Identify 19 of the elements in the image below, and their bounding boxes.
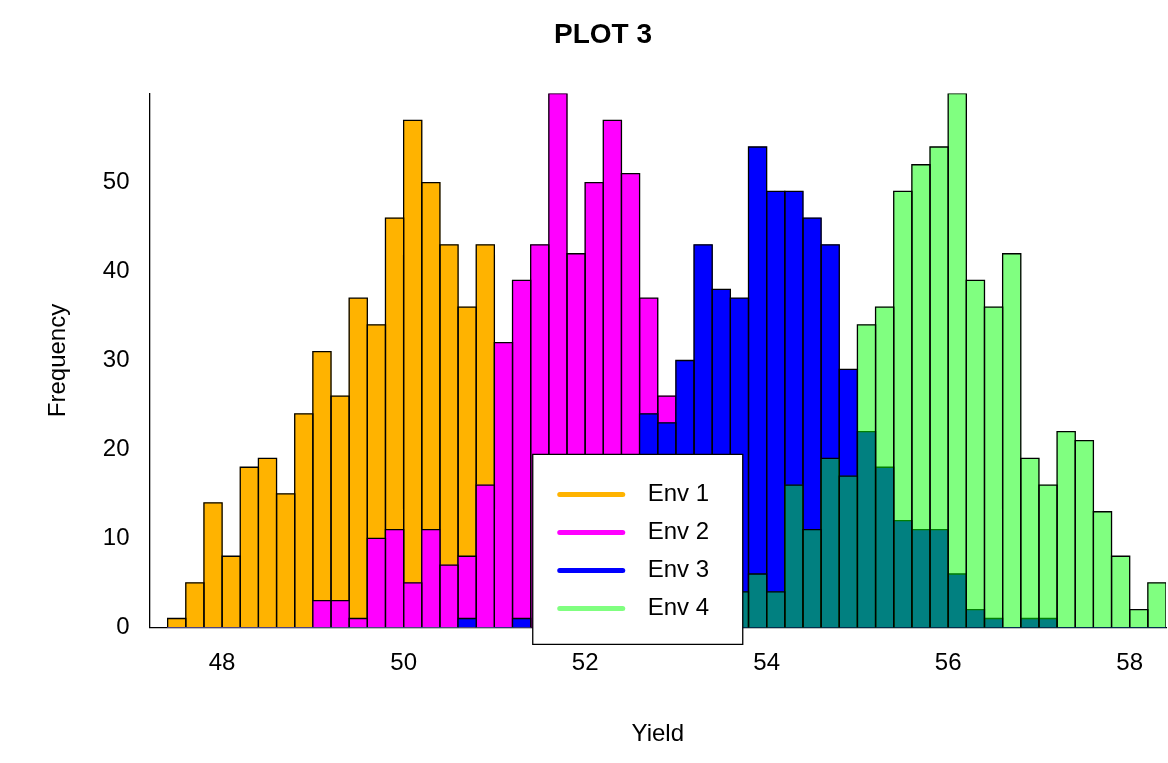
x-tick-label: 58: [1116, 648, 1144, 676]
x-tick-label: 52: [571, 648, 599, 676]
y-tick-label: 10: [102, 523, 130, 551]
legend-label: Env 2: [647, 517, 710, 545]
y-tick-label: 20: [102, 434, 130, 462]
x-tick-label: 56: [934, 648, 962, 676]
y-axis-title: Frequency: [43, 303, 71, 418]
x-tick-label: 50: [390, 648, 417, 676]
legend-label: Env 1: [647, 479, 710, 507]
x-tick-label: 48: [208, 648, 236, 676]
y-tick-label: 40: [102, 256, 130, 284]
y-tick-label: 0: [116, 612, 130, 640]
x-axis-title: Yield: [631, 719, 684, 747]
legend-label: Env 3: [647, 555, 710, 583]
legend-label: Env 4: [647, 593, 710, 621]
y-tick-label: 30: [102, 345, 130, 373]
chart-title: PLOT 3: [553, 17, 653, 49]
x-tick-label: 54: [753, 648, 781, 676]
y-tick-label: 50: [102, 167, 130, 195]
